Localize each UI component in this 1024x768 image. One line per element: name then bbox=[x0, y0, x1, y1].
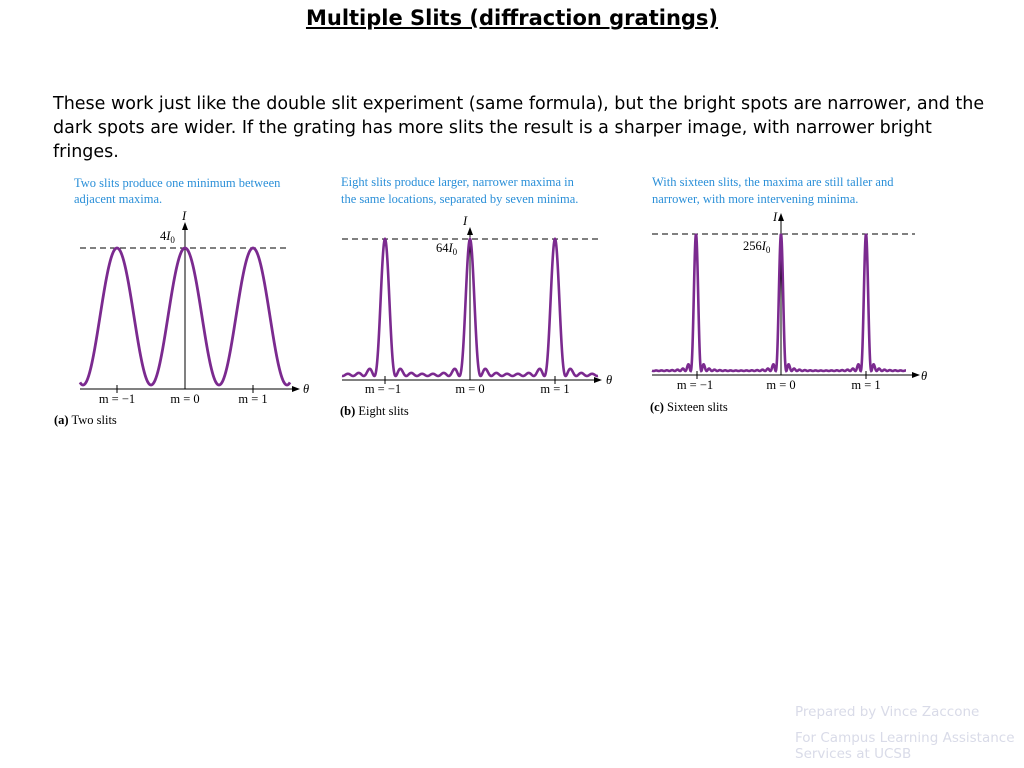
y-axis-arrow bbox=[467, 227, 473, 235]
tick-label-m-0: m = 0 bbox=[170, 392, 199, 406]
panel-label-text: Sixteen slits bbox=[667, 400, 728, 414]
y-axis-arrow bbox=[778, 213, 784, 221]
x-axis-arrow bbox=[912, 372, 920, 378]
footer-affiliation: For Campus Learning Assistance Services … bbox=[795, 730, 1015, 762]
x-axis-label: θ bbox=[921, 369, 927, 383]
intensity-curve bbox=[78, 246, 292, 387]
caption-line-2: narrower, with more intervening minima. bbox=[652, 192, 858, 206]
tick-label-m-minus-1: m = −1 bbox=[365, 382, 401, 396]
peak-label-sub: 0 bbox=[170, 235, 175, 245]
peak-label-num: 256 bbox=[743, 239, 762, 253]
peak-label: 4I0 bbox=[160, 229, 175, 245]
page-title: Multiple Slits (diffraction gratings) bbox=[305, 6, 719, 30]
caption-line-2: the same locations, separated by seven m… bbox=[341, 192, 578, 206]
peak-label-sub: 0 bbox=[453, 247, 458, 257]
chart-eight-slits-svg: Eight slits produce larger, narrower max… bbox=[340, 175, 612, 418]
x-axis-label: θ bbox=[303, 382, 309, 396]
panel-letter: (a) bbox=[54, 413, 69, 427]
panel-label-text: Two slits bbox=[71, 413, 116, 427]
peak-label-num: 4 bbox=[160, 229, 167, 243]
tick-label-m-0: m = 0 bbox=[766, 378, 795, 392]
caption-line-1: Two slits produce one minimum between bbox=[74, 176, 281, 190]
peak-label-sym: I bbox=[165, 229, 171, 243]
chart-two-slits-svg: Two slits produce one minimum between ad… bbox=[54, 176, 309, 427]
tick-label-m-1: m = 1 bbox=[540, 382, 569, 396]
peak-label-sub: 0 bbox=[766, 245, 771, 255]
footer-author: Prepared by Vince Zaccone bbox=[795, 704, 980, 720]
x-axis-label: θ bbox=[606, 373, 612, 387]
chart-two-slits: Two slits produce one minimum between ad… bbox=[54, 170, 320, 435]
tick-label-m-minus-1: m = −1 bbox=[99, 392, 135, 406]
caption-line-1: Eight slits produce larger, narrower max… bbox=[341, 175, 575, 189]
intensity-curve bbox=[341, 237, 599, 378]
intensity-curve bbox=[651, 233, 906, 373]
y-axis-label: I bbox=[181, 209, 187, 223]
x-axis-arrow bbox=[594, 377, 602, 383]
panel-label: (c) Sixteen slits bbox=[650, 400, 728, 414]
x-axis-arrow bbox=[292, 386, 300, 392]
peak-label: 64I0 bbox=[436, 241, 458, 257]
panel-label-text: Eight slits bbox=[358, 404, 408, 418]
tick-label-m-1: m = 1 bbox=[238, 392, 267, 406]
tick-label-m-1: m = 1 bbox=[851, 378, 880, 392]
caption-line-2: adjacent maxima. bbox=[74, 192, 162, 206]
chart-eight-slits: Eight slits produce larger, narrower max… bbox=[330, 170, 630, 435]
chart-sixteen-slits-svg: With sixteen slits, the maxima are still… bbox=[650, 175, 927, 414]
caption-line-1: With sixteen slits, the maxima are still… bbox=[652, 175, 894, 189]
panel-label: (b) Eight slits bbox=[340, 404, 409, 418]
chart-sixteen-slits: With sixteen slits, the maxima are still… bbox=[640, 170, 940, 435]
y-axis-label: I bbox=[462, 214, 468, 228]
body-paragraph: These work just like the double slit exp… bbox=[53, 94, 985, 162]
peak-label-sym: I bbox=[448, 241, 454, 255]
peak-label: 256I0 bbox=[743, 239, 771, 255]
peak-label-num: 64 bbox=[436, 241, 449, 255]
panel-letter: (c) bbox=[650, 400, 664, 414]
panel-letter: (b) bbox=[340, 404, 355, 418]
y-axis-label: I bbox=[772, 210, 778, 224]
tick-label-m-minus-1: m = −1 bbox=[677, 378, 713, 392]
panel-label: (a) Two slits bbox=[54, 413, 117, 427]
y-axis-arrow bbox=[182, 222, 188, 230]
peak-label-sym: I bbox=[761, 239, 767, 253]
tick-label-m-0: m = 0 bbox=[455, 382, 484, 396]
